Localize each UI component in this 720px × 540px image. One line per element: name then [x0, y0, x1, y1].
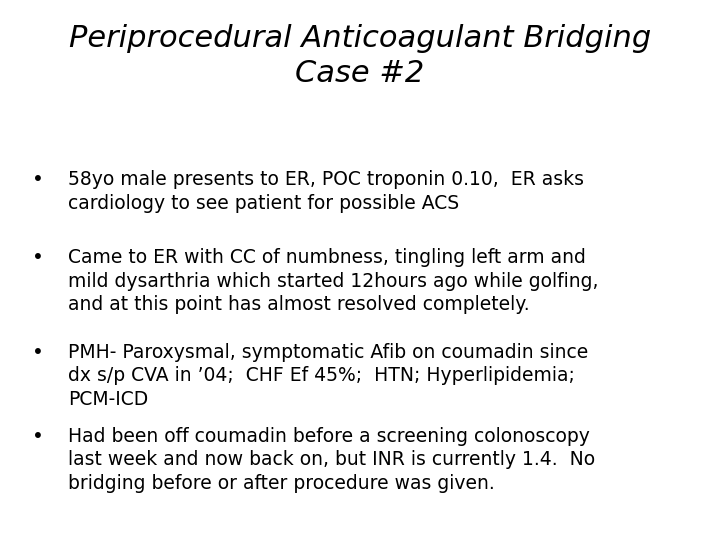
Text: Came to ER with CC of numbness, tingling left arm and
mild dysarthria which star: Came to ER with CC of numbness, tingling… [68, 248, 599, 314]
Text: •: • [32, 427, 44, 446]
Text: •: • [32, 343, 44, 362]
Text: •: • [32, 248, 44, 267]
Text: •: • [32, 170, 44, 189]
Text: Had been off coumadin before a screening colonoscopy
last week and now back on, : Had been off coumadin before a screening… [68, 427, 595, 492]
Text: Periprocedural Anticoagulant Bridging
Case #2: Periprocedural Anticoagulant Bridging Ca… [69, 24, 651, 88]
Text: PMH- Paroxysmal, symptomatic Afib on coumadin since
dx s/p CVA in ’04;  CHF Ef 4: PMH- Paroxysmal, symptomatic Afib on cou… [68, 343, 589, 409]
Text: 58yo male presents to ER, POC troponin 0.10,  ER asks
cardiology to see patient : 58yo male presents to ER, POC troponin 0… [68, 170, 585, 213]
